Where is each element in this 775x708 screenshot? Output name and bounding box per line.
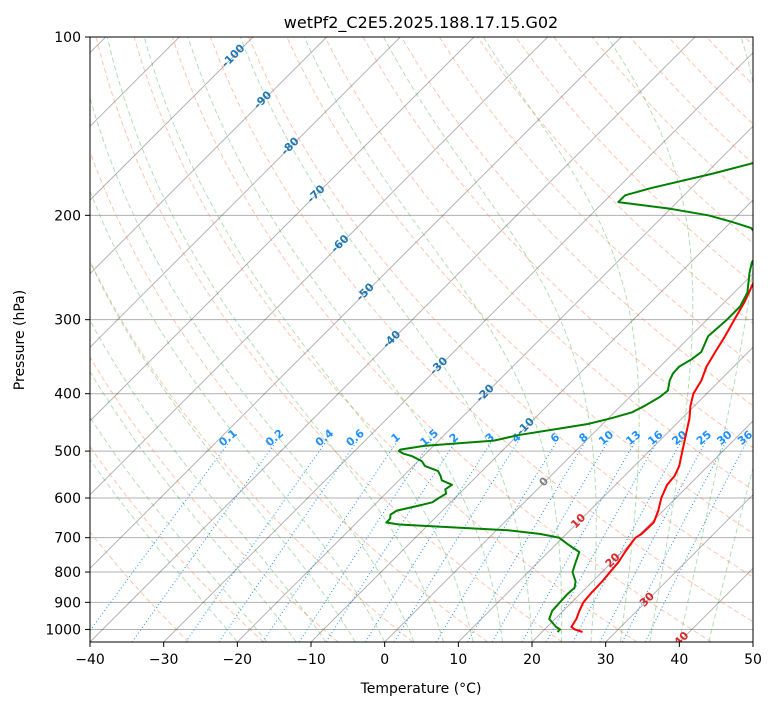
x-tick-label: 40 — [670, 652, 688, 668]
y-tick-label: 400 — [54, 387, 81, 403]
x-axis-ticks: −40 −30 −20 −10 0 10 20 30 40 50 — [75, 642, 762, 668]
dry-adiabat — [210, 37, 753, 623]
x-tick-label: −40 — [75, 652, 105, 668]
mixing-ratio-line — [621, 440, 728, 642]
y-tick-label: 100 — [54, 30, 81, 46]
dry-adiabat — [248, 37, 753, 578]
moist-adiabat — [143, 37, 474, 642]
y-tick-label: 300 — [54, 313, 81, 329]
dry-adiabat — [324, 37, 753, 491]
moist-adiabat — [90, 189, 386, 642]
x-tick-label: 0 — [380, 652, 389, 668]
y-tick-label: 200 — [54, 208, 81, 224]
mixing-ratio-line — [218, 440, 358, 642]
dry-adiabat — [90, 259, 414, 642]
isotherm-line — [605, 493, 753, 642]
isotherm-line — [384, 272, 753, 642]
mixing-ratio-line — [262, 440, 399, 642]
mixing-ratio-line — [393, 440, 520, 642]
y-tick-label: 900 — [54, 595, 81, 611]
x-axis-label: Temperature (°C) — [360, 681, 482, 697]
isotherm-line — [163, 51, 753, 642]
mixing-ratio-line — [435, 440, 558, 642]
moist-adiabat — [708, 466, 753, 642]
dry-adiabat-lines — [90, 37, 753, 642]
dry-adiabat — [90, 445, 264, 642]
y-axis-ticks: 100 200 300 400 500 600 700 800 900 1000 — [45, 30, 90, 638]
x-tick-label: −10 — [296, 652, 326, 668]
isotherm-line — [90, 37, 622, 570]
dry-adiabat — [171, 37, 712, 642]
dry-adiabat — [90, 531, 190, 642]
y-axis-label: Pressure (hPa) — [12, 290, 28, 390]
y-tick-label: 700 — [54, 531, 81, 547]
y-tick-label: 600 — [54, 491, 81, 507]
dewpoint-trace — [385, 162, 753, 633]
isotherm-line — [310, 199, 753, 642]
x-tick-label: −20 — [223, 652, 253, 668]
isotherm-line — [90, 37, 328, 275]
plot-frame — [89, 36, 754, 643]
moist-adiabat — [482, 37, 640, 642]
moist-adiabat — [239, 37, 533, 642]
y-tick-label: 500 — [54, 444, 81, 460]
mixing-ratio-line — [364, 440, 493, 642]
moist-adiabat — [187, 37, 503, 642]
chart-title: wetPf2_C2E5.2025.188.17.15.G02 — [284, 13, 558, 33]
mixing-ratio-line — [599, 440, 707, 642]
moist-adiabat — [383, 37, 597, 642]
y-tick-label: 1000 — [45, 622, 81, 638]
x-tick-label: 10 — [449, 652, 467, 668]
mixing-ratio-line — [325, 440, 457, 642]
dry-adiabat — [400, 37, 753, 407]
mixing-ratio-lines — [90, 440, 748, 642]
dry-adiabat — [95, 37, 563, 642]
y-tick-label: 800 — [54, 565, 81, 581]
isotherm-line — [90, 37, 475, 422]
sounding-traces — [385, 162, 753, 633]
moist-adiabat — [90, 319, 327, 642]
isotherm-line — [90, 37, 254, 201]
x-tick-label: −30 — [149, 652, 179, 668]
plot-area: -100-90-80-70-60-50-40-30-20-10010203040… — [90, 37, 753, 642]
x-tick-label: 20 — [523, 652, 541, 668]
moist-adiabat — [90, 416, 268, 642]
x-tick-label: 50 — [744, 652, 762, 668]
mixing-ratio-line — [572, 440, 683, 642]
moist-adiabat — [678, 37, 753, 642]
moist-adiabat — [90, 458, 238, 642]
dry-adiabat — [515, 37, 753, 284]
dry-adiabat — [438, 37, 753, 366]
moist-adiabat — [90, 260, 356, 642]
dry-adiabat — [90, 356, 339, 642]
isotherm-line — [457, 346, 753, 642]
isotherm-line — [90, 37, 549, 496]
mixing-ratio-line — [491, 440, 609, 642]
temperature-trace — [570, 281, 753, 633]
pressure-gridlines — [90, 37, 753, 630]
x-tick-label: 30 — [597, 652, 615, 668]
dry-adiabat — [133, 37, 638, 642]
isotherm-line — [236, 125, 753, 642]
moist-adiabat — [607, 37, 694, 642]
dry-adiabat — [90, 150, 488, 642]
isotherm-line — [90, 37, 401, 349]
isotherm-line — [90, 37, 696, 642]
moist-adiabat — [106, 37, 445, 642]
mixing-ratio-line — [467, 440, 587, 642]
